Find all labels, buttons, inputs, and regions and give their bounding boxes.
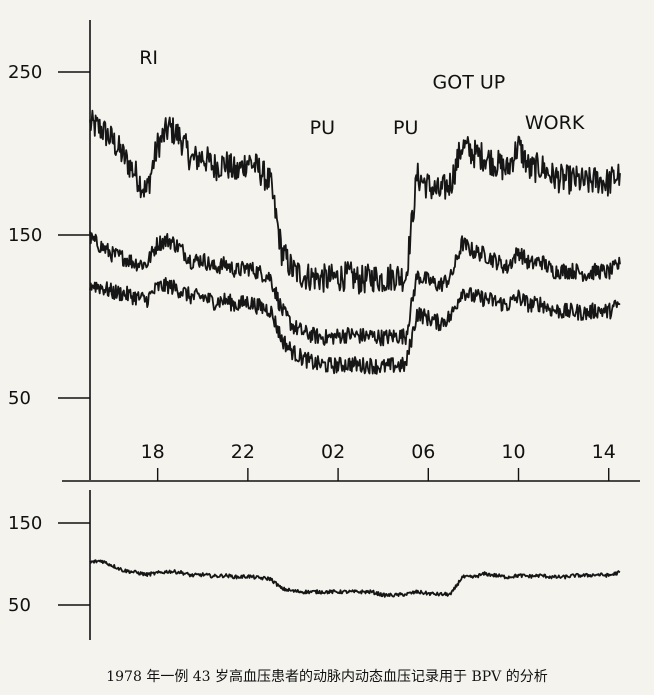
lower-panel-axes <box>58 490 91 640</box>
upper-y-tick-label: 250 <box>8 62 42 83</box>
upper-y-tick-label: 50 <box>8 388 31 409</box>
annotation-label: WORK <box>525 112 585 134</box>
upper-panel-axes <box>58 20 640 482</box>
figure-caption: 1978 年一例 43 岁高血压患者的动脉内动态血压记录用于 BPV 的分析 <box>106 669 548 685</box>
time-tick-label: 06 <box>411 441 435 463</box>
lower-panel-series <box>89 559 621 598</box>
lower-series-line-1 <box>89 559 621 598</box>
upper-panel-tick-labels: 250 150 50 18 22 02 06 10 14 <box>8 62 616 463</box>
upper-panel-series <box>89 109 621 375</box>
time-tick-label: 22 <box>231 441 255 463</box>
annotation-label: PU <box>393 117 418 139</box>
annotation-label: GOT UP <box>433 71 506 93</box>
lower-y-tick-label: 150 <box>8 513 42 534</box>
upper-panel-annotations: RI PU PU GOT UP WORK <box>139 47 585 139</box>
time-tick-label: 10 <box>501 441 525 463</box>
upper-series-line-2 <box>89 231 621 347</box>
upper-series-line-3 <box>89 277 621 375</box>
upper-y-tick-label: 150 <box>8 225 42 246</box>
time-tick-label: 02 <box>321 441 345 463</box>
time-tick-label: 14 <box>592 441 616 463</box>
upper-series-line-1 <box>89 109 621 295</box>
annotation-label: PU <box>310 117 335 139</box>
lower-y-tick-label: 50 <box>8 595 31 616</box>
time-tick-label: 18 <box>141 441 165 463</box>
lower-panel-tick-labels: 150 50 <box>8 513 42 616</box>
annotation-label: RI <box>139 47 158 69</box>
